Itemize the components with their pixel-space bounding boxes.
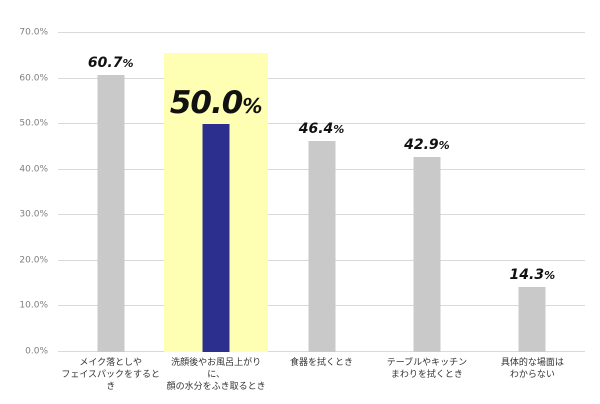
y-tick-label: 10.0% — [19, 300, 48, 311]
y-axis: 0.0% 10.0% 20.0% 30.0% 40.0% 50.0% 60.0% 70.0% — [0, 28, 52, 356]
category-label-line: 食器を拭くとき — [290, 358, 354, 368]
category-label-line: メイク落としや — [79, 358, 143, 368]
category-label-line: テーブルやキッチン — [386, 358, 468, 368]
category-label-line: フェイスパックをするとき — [61, 370, 161, 393]
percent-sign: % — [544, 268, 556, 282]
category-label-line: 顔の水分をふき取るとき — [166, 382, 266, 393]
y-tick-label: 70.0% — [19, 27, 48, 38]
category-label-line: 洗顔後やお風呂上がりに、 — [171, 358, 262, 381]
bar-column: 50.0% — [163, 33, 268, 352]
bar[interactable] — [202, 124, 230, 352]
category-label-line: まわりを拭くとき — [390, 370, 463, 381]
percent-sign: % — [242, 94, 263, 119]
plot-area: 60.7% 50.0% 46.4% 42.9% 14.3% — [58, 32, 585, 352]
category-label-line: わからない — [509, 370, 555, 381]
category-label-line: 具体的な場面は — [500, 358, 564, 368]
value-number: 60.7 — [87, 55, 123, 72]
bar[interactable] — [518, 286, 546, 352]
bar-column: 46.4% — [269, 33, 374, 352]
category-label: メイク落としやフェイスパックをするとき — [58, 357, 163, 393]
bar-column: 14.3% — [480, 33, 585, 352]
value-label: 42.9% — [404, 138, 450, 152]
percent-sign: % — [122, 57, 134, 71]
value-label: 14.3% — [510, 268, 556, 282]
category-label: 洗顔後やお風呂上がりに、 顔の水分をふき取るとき — [163, 357, 268, 393]
value-number: 50.0 — [169, 85, 243, 122]
bar[interactable] — [97, 75, 125, 352]
bar-columns: 60.7% 50.0% 46.4% 42.9% 14.3% — [58, 33, 585, 352]
bar[interactable] — [308, 140, 336, 352]
value-label: 46.4% — [299, 122, 345, 136]
gridline — [58, 32, 585, 33]
bar-column: 42.9% — [374, 33, 479, 352]
gridline — [58, 77, 585, 79]
gridline — [58, 123, 585, 125]
bar-column: 60.7% — [58, 33, 163, 352]
y-tick-label: 20.0% — [19, 255, 48, 266]
x-axis-labels: メイク落としやフェイスパックをするとき 洗顔後やお風呂上がりに、 顔の水分をふき取る… — [58, 357, 585, 393]
value-number: 14.3 — [509, 266, 545, 283]
y-tick-label: 60.0% — [19, 73, 48, 84]
value-label: 50.0% — [170, 88, 263, 119]
value-number: 46.4 — [298, 120, 334, 137]
y-tick-label: 40.0% — [19, 164, 48, 175]
y-tick-label: 50.0% — [19, 118, 48, 129]
y-tick-label: 30.0% — [19, 209, 48, 220]
value-label: 60.7% — [88, 56, 134, 70]
category-label: 食器を拭くとき — [269, 357, 374, 393]
category-label: テーブルやキッチン まわりを拭くとき — [374, 357, 479, 393]
percent-sign: % — [333, 122, 345, 136]
y-tick-label: 0.0% — [25, 346, 48, 357]
percent-sign: % — [438, 138, 450, 152]
category-label: 具体的な場面は わからない — [480, 357, 585, 393]
bar[interactable] — [413, 156, 441, 352]
value-number: 42.9 — [404, 136, 439, 153]
